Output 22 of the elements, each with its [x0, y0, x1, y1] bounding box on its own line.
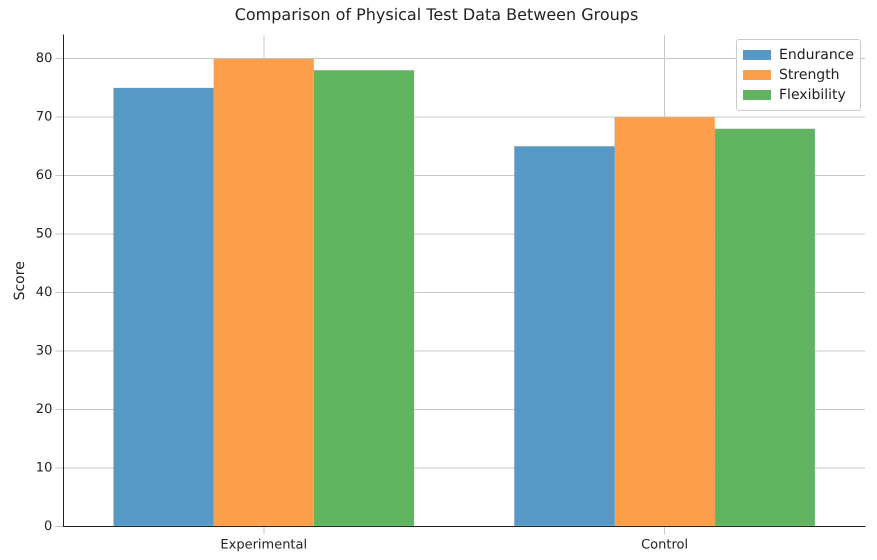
y-tick-label: 70 [36, 109, 52, 124]
legend-label: Strength [779, 67, 840, 84]
legend-label: Flexibility [779, 87, 846, 104]
legend-label: Endurance [779, 47, 854, 64]
bar [714, 128, 815, 526]
chart-title: Comparison of Physical Test Data Between Groups [234, 4, 638, 24]
y-tick-label: 40 [36, 284, 52, 300]
y-tick-label: 80 [36, 50, 52, 66]
x-tick-label: Experimental [220, 538, 308, 553]
bar [614, 117, 715, 526]
y-tick-label: 30 [36, 343, 52, 358]
bar [314, 70, 414, 526]
y-tick-label: 50 [36, 226, 52, 242]
y-axis-title: Score [12, 261, 28, 300]
y-tick-label: 10 [36, 460, 52, 476]
bar [514, 146, 614, 526]
bar [113, 88, 214, 526]
y-tick-label: 20 [36, 402, 52, 417]
y-tick-label: 60 [36, 168, 52, 183]
bar [214, 58, 314, 526]
y-tick-label: 0 [44, 518, 52, 534]
x-tick-label: Control [641, 538, 688, 553]
